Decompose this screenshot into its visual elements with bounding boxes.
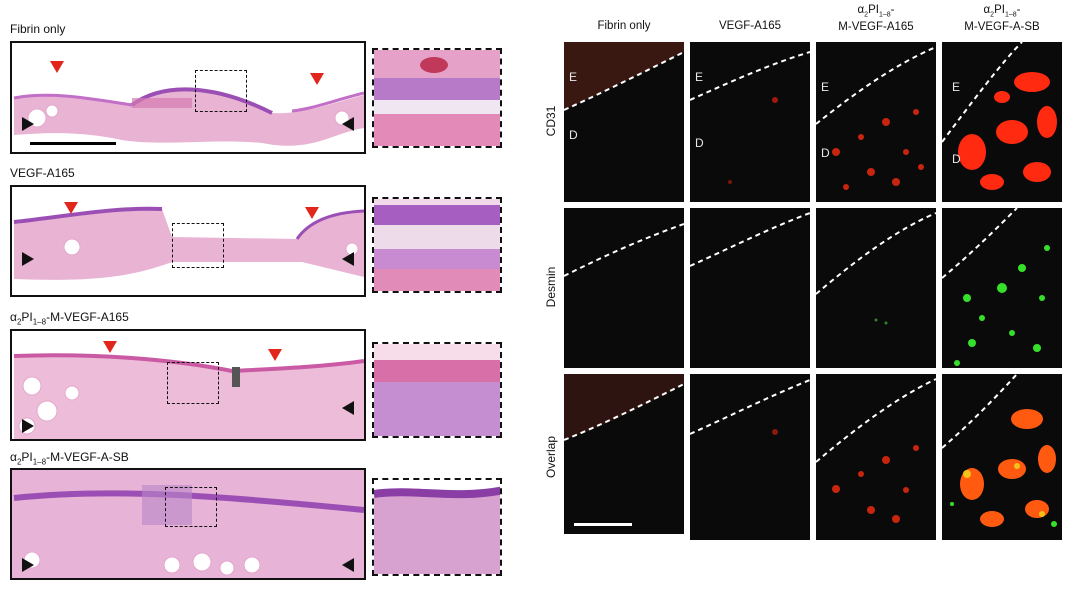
epidermis-label: E (569, 70, 578, 84)
wound-edge-arrow (22, 419, 34, 433)
he-zoom-a2pi-vegf-a165 (372, 342, 502, 438)
he-section-vegf-a165 (10, 185, 366, 297)
roi-box (172, 223, 224, 268)
dermis-label: D (569, 128, 578, 142)
red-arrow-marker (103, 341, 117, 353)
cd31-a2pi-vegf-a-sb: E D (942, 42, 1062, 202)
he-section-a2pi-vegf-a-sb (10, 468, 366, 580)
overlap-a2pi-vegf-a-sb (942, 374, 1062, 540)
he-zoom-vegf-a165 (372, 197, 502, 293)
column-header-fibrin-only: Fibrin only (597, 20, 651, 32)
he-zoom-a2pi-vegf-a-sb (372, 478, 502, 576)
desmin-a2pi-vegf-a165 (816, 208, 936, 368)
scale-bar (30, 142, 116, 145)
wound-edge-arrow (342, 252, 354, 266)
row-label-overlap: Overlap (544, 435, 558, 479)
cd31-fibrin-only: E D (564, 42, 684, 202)
epidermis-label: E (821, 80, 830, 94)
epidermis-label: E (695, 70, 704, 84)
desmin-vegf-a165 (690, 208, 810, 368)
roi-box (167, 362, 219, 404)
wound-edge-arrow (22, 117, 34, 131)
row-label-desmin: Desmin (544, 266, 558, 308)
wound-edge-arrow (342, 117, 354, 131)
row-label-a2pi-vegf-a165: α2PI1–8-M-VEGF-A165 (10, 310, 129, 327)
desmin-fibrin-only (564, 208, 684, 368)
he-section-fibrin-only (10, 41, 366, 154)
wound-edge-arrow (22, 558, 34, 572)
overlap-a2pi-vegf-a165 (816, 374, 936, 540)
column-header-a2pi-vegf-a165: α2PI1–8- M-VEGF-A165 (838, 4, 914, 34)
row-label-vegf-a165: VEGF-A165 (10, 166, 75, 180)
row-label-a2pi-vegf-a-sb: α2PI1–8-M-VEGF-A-SB (10, 450, 129, 467)
row-label-cd31: CD31 (544, 105, 558, 137)
desmin-a2pi-vegf-a-sb (942, 208, 1062, 368)
red-arrow-marker (50, 61, 64, 73)
wound-edge-arrow (342, 401, 354, 415)
roi-box (195, 70, 247, 112)
red-arrow-marker (305, 207, 319, 219)
wound-edge-arrow (22, 252, 34, 266)
dermis-label: D (952, 152, 961, 166)
he-zoom-fibrin-only (372, 48, 502, 148)
overlap-vegf-a165 (690, 374, 810, 540)
dermis-label: D (821, 146, 830, 160)
red-arrow-marker (310, 73, 324, 85)
column-header-a2pi-vegf-a-sb: α2PI1–8- M-VEGF-A-SB (964, 4, 1040, 34)
epidermis-label: E (952, 80, 961, 94)
column-header-vegf-a165: VEGF-A165 (719, 20, 781, 32)
red-arrow-marker (64, 202, 78, 214)
scale-bar (574, 523, 632, 526)
dermis-label: D (695, 136, 704, 150)
overlap-fibrin-only (564, 374, 684, 534)
he-section-a2pi-vegf-a165 (10, 329, 366, 441)
wound-edge-arrow (342, 558, 354, 572)
roi-box (165, 487, 217, 527)
cd31-a2pi-vegf-a165: E D (816, 42, 936, 202)
row-label-fibrin-only: Fibrin only (10, 22, 66, 36)
red-arrow-marker (268, 349, 282, 361)
cd31-vegf-a165: E D (690, 42, 810, 202)
